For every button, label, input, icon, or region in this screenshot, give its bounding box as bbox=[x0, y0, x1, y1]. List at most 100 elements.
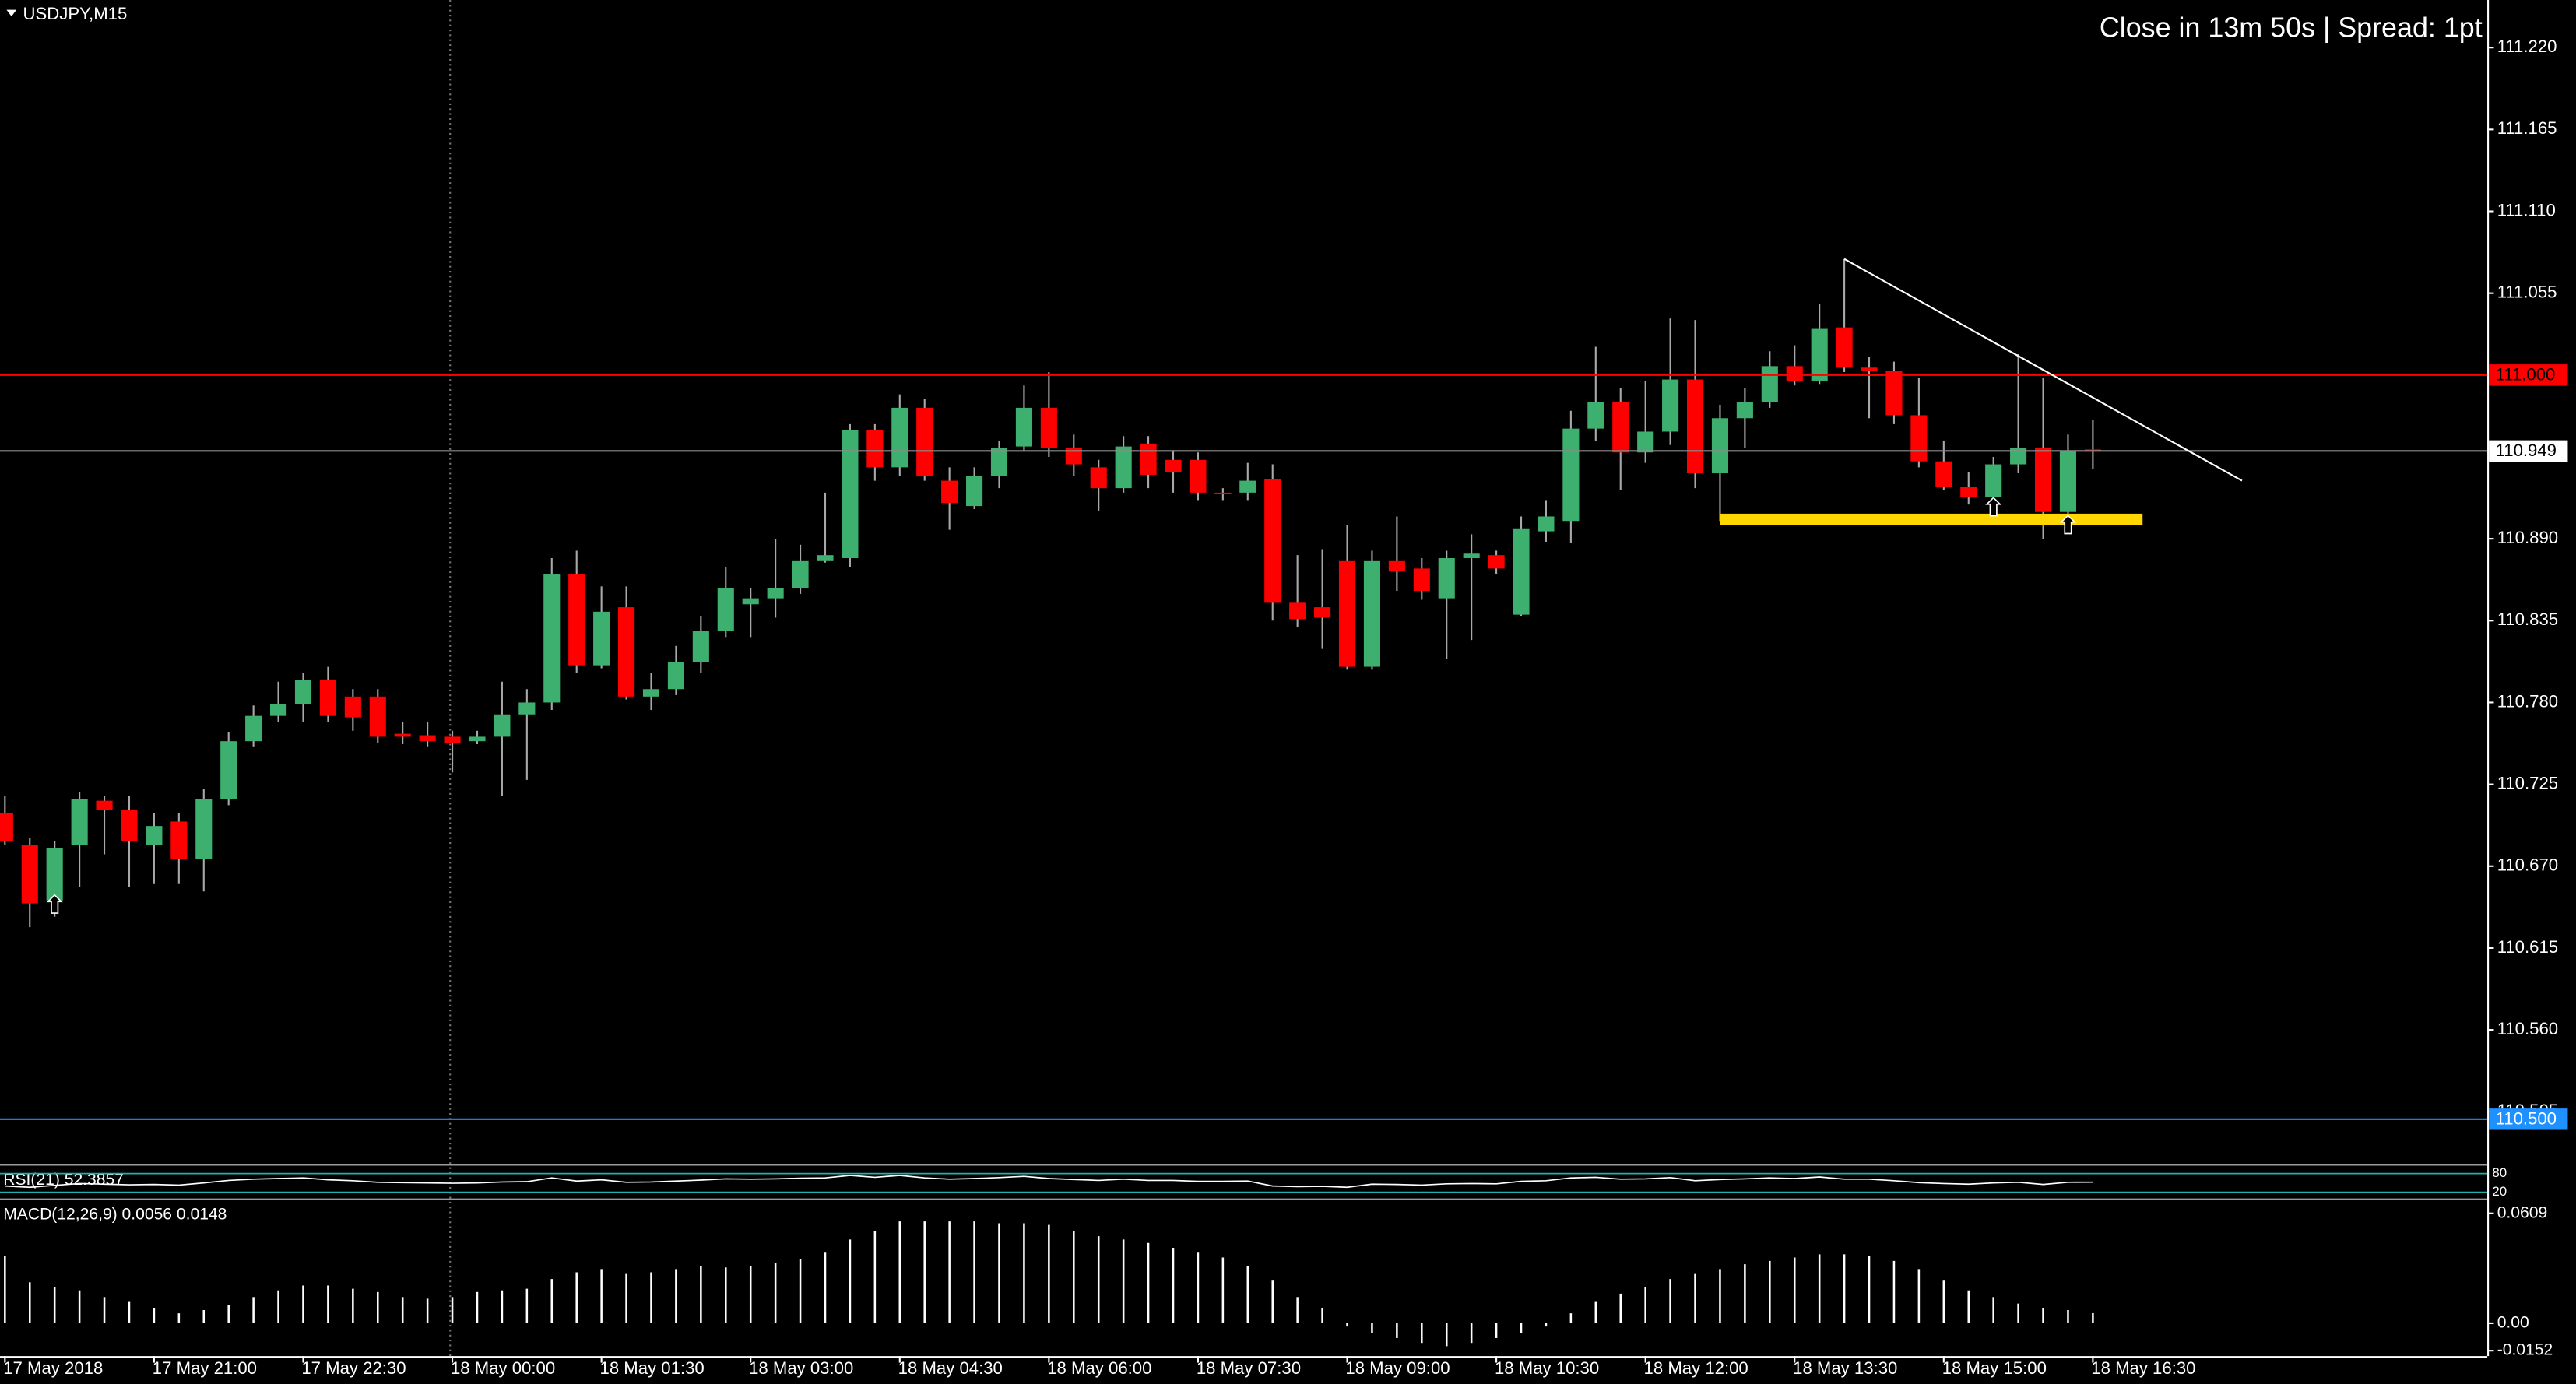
candle-body bbox=[1413, 568, 1430, 592]
y-tick-label: 110.560 bbox=[2497, 1019, 2558, 1038]
candle-body bbox=[2010, 448, 2027, 465]
buy-arrow bbox=[2059, 515, 2076, 535]
x-tick-label: 18 May 10:30 bbox=[1495, 1358, 1599, 1378]
candle-body bbox=[96, 800, 113, 810]
candle-body bbox=[1388, 560, 1405, 572]
x-tick-label: 18 May 06:00 bbox=[1047, 1358, 1151, 1378]
candle-body bbox=[842, 430, 859, 558]
price-level-label: 110.500 bbox=[2496, 1109, 2557, 1129]
x-tick-label: 18 May 15:00 bbox=[1942, 1358, 2047, 1378]
price-level-tag bbox=[2489, 364, 2568, 386]
candle-body bbox=[817, 555, 834, 561]
candle-body bbox=[1264, 479, 1281, 603]
candle-body bbox=[1140, 443, 1157, 475]
candle-body bbox=[344, 696, 361, 718]
candle-body bbox=[1960, 487, 1977, 497]
candle-body bbox=[692, 631, 709, 662]
candle-body bbox=[294, 680, 312, 704]
y-tick-label: 111.165 bbox=[2497, 118, 2557, 138]
y-tick-label: 111.055 bbox=[2497, 283, 2557, 302]
candle-body bbox=[1637, 431, 1654, 453]
candle-body bbox=[245, 715, 262, 742]
candle-body bbox=[71, 799, 88, 846]
macd-label: MACD(12,26,9) 0.0056 0.0148 bbox=[3, 1205, 227, 1223]
trend-line bbox=[1843, 258, 2243, 482]
x-tick-label: 17 May 2018 bbox=[3, 1358, 103, 1378]
candle-body bbox=[1761, 366, 1778, 402]
x-tick-label: 18 May 07:30 bbox=[1197, 1358, 1301, 1378]
candle-body bbox=[1463, 553, 1480, 558]
y-tick-label: 110.890 bbox=[2497, 528, 2558, 547]
x-tick-label: 18 May 16:30 bbox=[2091, 1358, 2195, 1378]
candle-body bbox=[1662, 379, 1679, 432]
candle-body bbox=[941, 480, 958, 504]
x-tick-label: 18 May 04:30 bbox=[898, 1358, 1003, 1378]
candle-body bbox=[1811, 328, 1828, 381]
rsi-tick-label: 80 bbox=[2492, 1165, 2507, 1180]
candle-body bbox=[1338, 560, 1356, 667]
candle-body bbox=[494, 714, 511, 737]
candle-body bbox=[1214, 492, 1232, 494]
candle-body bbox=[2034, 448, 2052, 512]
x-tick-label: 18 May 00:00 bbox=[451, 1358, 555, 1378]
symbol-menu-icon[interactable] bbox=[6, 9, 17, 17]
x-tick-label: 18 May 01:30 bbox=[600, 1358, 705, 1378]
candle-body bbox=[916, 407, 933, 476]
candle-body bbox=[568, 574, 585, 666]
price-level-label: 110.949 bbox=[2496, 441, 2557, 460]
candle-body bbox=[1861, 367, 1878, 371]
candle-body bbox=[1562, 428, 1580, 522]
x-tick-label: 18 May 09:00 bbox=[1345, 1358, 1450, 1378]
candle-body bbox=[1090, 467, 1107, 489]
candle-body bbox=[792, 560, 809, 588]
y-tick-label: 111.110 bbox=[2497, 200, 2556, 220]
candle-body bbox=[1736, 402, 1753, 419]
x-tick-label: 18 May 12:00 bbox=[1644, 1358, 1748, 1378]
x-tick-label: 18 May 13:30 bbox=[1793, 1358, 1897, 1378]
macd-tick-label: 0.0609 bbox=[2497, 1203, 2548, 1221]
y-tick-label: 110.670 bbox=[2497, 855, 2558, 875]
candle-body bbox=[1239, 480, 1256, 493]
candle-body bbox=[1488, 555, 1505, 569]
price-level-label: 111.000 bbox=[2496, 365, 2556, 385]
support-zone bbox=[1720, 513, 2143, 525]
candle-body bbox=[2059, 451, 2077, 512]
rsi-tick-label: 20 bbox=[2492, 1184, 2507, 1199]
candle-body bbox=[1065, 448, 1082, 465]
candle-body bbox=[1314, 607, 1331, 618]
candle-body bbox=[717, 588, 734, 631]
candle-body bbox=[618, 607, 635, 697]
candle-body bbox=[170, 821, 188, 859]
candle-body bbox=[319, 680, 336, 716]
y-tick-label: 110.725 bbox=[2497, 773, 2558, 792]
candle-body bbox=[1363, 560, 1380, 667]
candle-body bbox=[1612, 402, 1629, 453]
candle-body bbox=[543, 574, 561, 703]
candle-body bbox=[866, 430, 884, 468]
candle-body bbox=[1910, 415, 1928, 462]
candle-body bbox=[1786, 366, 1803, 381]
y-tick-label: 110.835 bbox=[2497, 609, 2558, 629]
candle-body bbox=[220, 741, 237, 799]
buy-arrow bbox=[46, 894, 63, 914]
candle-body bbox=[1190, 459, 1207, 493]
candle-body bbox=[21, 845, 38, 904]
macd-tick-label: 0.00 bbox=[2497, 1314, 2529, 1332]
candle-body bbox=[966, 476, 983, 507]
candle-body bbox=[1438, 557, 1455, 599]
price-level-tag bbox=[2489, 440, 2568, 462]
candle-body bbox=[1040, 407, 1057, 448]
candle-body bbox=[1513, 528, 1530, 615]
candle-body bbox=[46, 848, 63, 901]
candle-body bbox=[419, 735, 436, 742]
price-level-tag bbox=[2489, 1108, 2568, 1130]
candle-body bbox=[1115, 446, 1132, 489]
candle-body bbox=[891, 407, 908, 468]
candle-body bbox=[1985, 464, 2002, 497]
y-tick-label: 110.780 bbox=[2497, 691, 2558, 711]
x-tick-label: 18 May 03:00 bbox=[749, 1358, 853, 1378]
candle-body bbox=[195, 799, 213, 859]
candle-body bbox=[1165, 459, 1182, 472]
candle-body bbox=[469, 736, 486, 742]
candle-body bbox=[1015, 407, 1032, 447]
